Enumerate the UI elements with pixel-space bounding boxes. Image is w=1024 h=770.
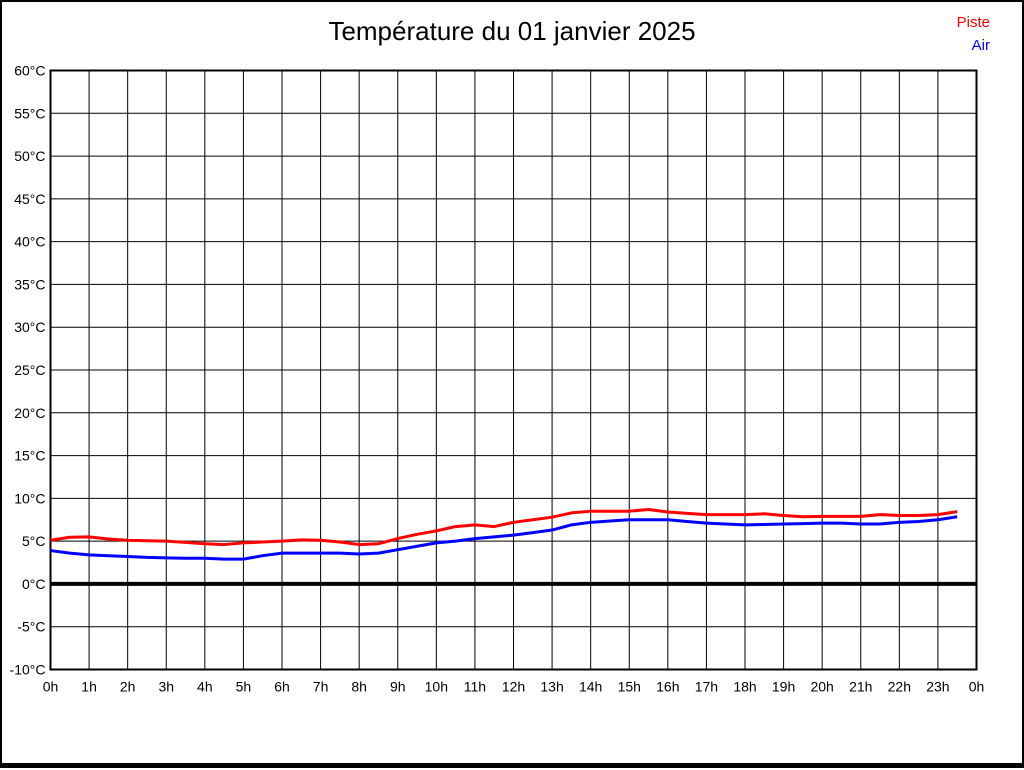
x-axis-tick-label: 7h: [313, 679, 329, 695]
x-axis-tick-label: 0h: [969, 679, 985, 695]
x-axis-tick-label: 14h: [579, 679, 602, 695]
x-axis-tick-label: 23h: [926, 679, 949, 695]
plot-border: [49, 69, 978, 671]
y-axis-tick-label: -10°C: [10, 662, 46, 678]
y-axis-tick-label: -5°C: [17, 619, 45, 635]
x-axis-tick-label: 13h: [540, 679, 563, 695]
x-axis-tick-label: 9h: [390, 679, 406, 695]
y-axis-tick-label: 60°C: [14, 63, 45, 79]
x-axis-tick-label: 5h: [236, 679, 252, 695]
x-axis-tick-label: 16h: [656, 679, 679, 695]
x-axis-tick-label: 8h: [351, 679, 367, 695]
x-axis-tick-label: 17h: [695, 679, 718, 695]
x-axis-tick-label: 12h: [502, 679, 525, 695]
x-axis-tick-label: 6h: [274, 679, 290, 695]
y-axis-tick-label: 50°C: [14, 148, 45, 164]
chart-legend: Piste Air: [957, 11, 990, 57]
x-axis-tick-label: 18h: [733, 679, 756, 695]
x-axis-tick-label: 19h: [772, 679, 795, 695]
x-axis-tick-label: 21h: [849, 679, 872, 695]
x-axis-tick-label: 1h: [81, 679, 97, 695]
y-axis-tick-label: 40°C: [14, 234, 45, 250]
x-axis-tick-label: 15h: [618, 679, 641, 695]
x-axis-tick-label: 20h: [810, 679, 833, 695]
y-axis-tick-label: 10°C: [14, 490, 45, 506]
x-axis-tick-label: 3h: [158, 679, 174, 695]
x-axis-tick-label: 2h: [120, 679, 136, 695]
y-axis-tick-label: 35°C: [14, 276, 45, 292]
y-axis-tick-label: 20°C: [14, 405, 45, 421]
y-axis-tick-label: 45°C: [14, 191, 45, 207]
y-axis-tick-label: 30°C: [14, 319, 45, 335]
x-axis-tick-label: 0h: [43, 679, 59, 695]
chart-title: Température du 01 janvier 2025: [328, 16, 696, 46]
y-axis-tick-label: 55°C: [14, 105, 45, 121]
x-axis-tick-label: 11h: [464, 679, 486, 695]
y-axis-tick-label: 5°C: [22, 533, 46, 549]
series-line-piste: [50, 507, 958, 547]
x-axis-tick-label: 4h: [197, 679, 213, 695]
legend-item-air: Air: [971, 37, 990, 54]
y-axis-tick-label: 25°C: [14, 362, 45, 378]
x-axis-tick-label: 22h: [888, 679, 911, 695]
legend-item-piste: Piste: [956, 14, 990, 31]
y-axis-tick-label: 0°C: [22, 576, 46, 592]
series-line-air: [50, 515, 958, 561]
x-axis-tick-label: 10h: [425, 679, 448, 695]
y-axis-tick-label: 15°C: [14, 448, 45, 464]
